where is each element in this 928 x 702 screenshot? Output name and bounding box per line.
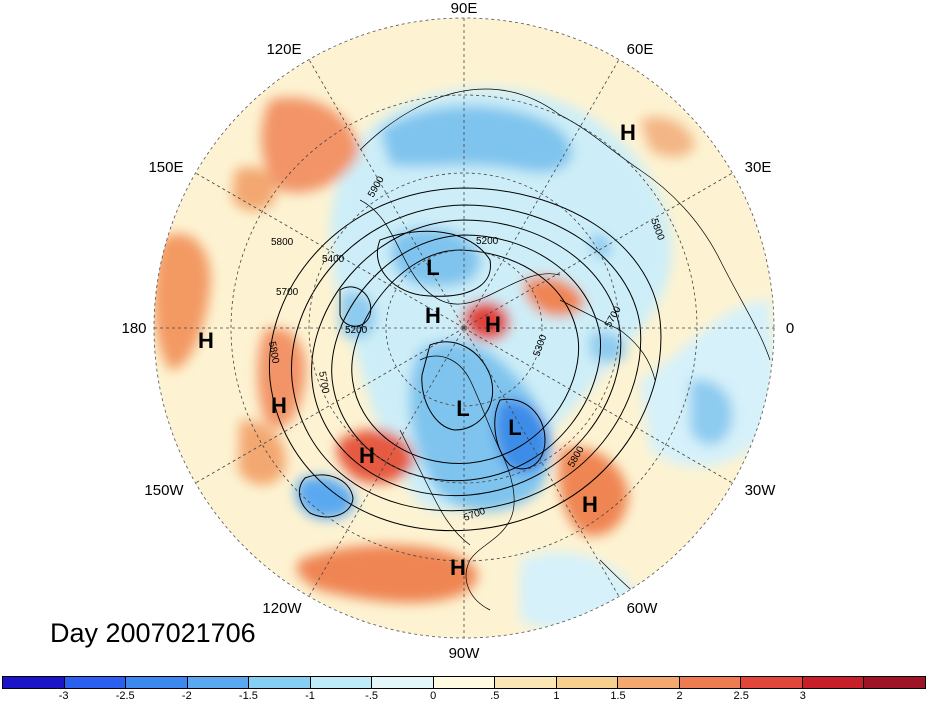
lon-label-0: 0 [786, 320, 794, 337]
high-center: H [620, 120, 636, 145]
graticule [154, 18, 774, 638]
high-center: H [271, 393, 287, 418]
high-center: H [485, 312, 501, 337]
lon-label-30e: 30E [745, 159, 772, 176]
high-center: H [582, 492, 598, 517]
high-center: H [425, 303, 441, 328]
lon-label-30w: 30W [745, 482, 777, 499]
high-center: H [450, 555, 466, 580]
colorbar [2, 676, 926, 689]
map-boundary [153, 17, 775, 639]
colorbar-segment [3, 677, 65, 688]
lon-label-150w: 150W [144, 482, 184, 499]
contour-label: 5700 [316, 371, 331, 395]
colorbar-tick-label: -2.5 [115, 690, 135, 702]
contour-label: 5200 [476, 236, 499, 247]
high-center: H [359, 443, 375, 468]
contour-label: 5800 [266, 341, 281, 365]
contour-label: 5800 [271, 237, 294, 248]
colorbar-segment [495, 677, 557, 688]
colorbar-tick-label: 3 [799, 690, 806, 702]
low-center: L [508, 415, 521, 440]
pressure-centers: H L H H L L H H H H H [198, 120, 636, 580]
contour-label: 5700 [276, 287, 299, 298]
colorbar-segment [741, 677, 803, 688]
lon-label-90e: 90E [451, 0, 478, 17]
coastlines [359, 88, 771, 611]
colorbar-tick-label: 1 [553, 690, 560, 702]
colorbar-segment [618, 677, 680, 688]
colorbar-segment [310, 677, 373, 688]
contour-label: 5400 [322, 254, 345, 265]
high-center: H [198, 328, 214, 353]
lon-label-150e: 150E [148, 159, 183, 176]
lon-label-120e: 120E [266, 41, 301, 58]
low-center: L [426, 255, 439, 280]
lon-label-60e: 60E [627, 41, 654, 58]
colorbar-segment [433, 677, 496, 688]
colorbar-tick-label: 0 [430, 690, 437, 702]
colorbar-segment [372, 677, 434, 688]
colorbar-segment [187, 677, 250, 688]
colorbar-tick-label: -2 [181, 690, 192, 702]
colorbar-segment [679, 677, 742, 688]
lon-label-60w: 60W [627, 600, 659, 617]
longitude-labels: 90E 60E 30E 0 30W 60W 90W 120W 150W 180 … [121, 0, 794, 660]
lon-label-180: 180 [121, 320, 146, 337]
low-center: L [456, 396, 469, 421]
colorbar-segment [556, 677, 619, 688]
lon-label-120w: 120W [262, 600, 302, 617]
colorbar-tick-label: -1 [305, 690, 315, 702]
colorbar-tick-label: 1.5 [610, 690, 626, 702]
contour-label: 5200 [345, 325, 368, 336]
colorbar-tick-label: 2 [676, 690, 683, 702]
colorbar-tick-label: .5 [490, 690, 500, 702]
colorbar-segment [64, 677, 127, 688]
colorbar-segment [802, 677, 865, 688]
colorbar-tick-label: -1.5 [238, 690, 258, 702]
colorbar-tick-label: -.5 [365, 690, 379, 702]
colorbar-segment [249, 677, 311, 688]
polar-map: 90E 60E 30E 0 30W 60W 90W 120W 150W 180 … [121, 0, 794, 660]
colorbar-segment [126, 677, 188, 688]
date-label: Day 2007021706 [50, 618, 256, 648]
colorbar-segment [864, 677, 925, 688]
lon-label-90w: 90W [449, 645, 481, 660]
colorbar-tick-label: -3 [58, 690, 69, 702]
height-contours [268, 187, 662, 532]
colorbar-tick-label: 2.5 [733, 690, 749, 702]
